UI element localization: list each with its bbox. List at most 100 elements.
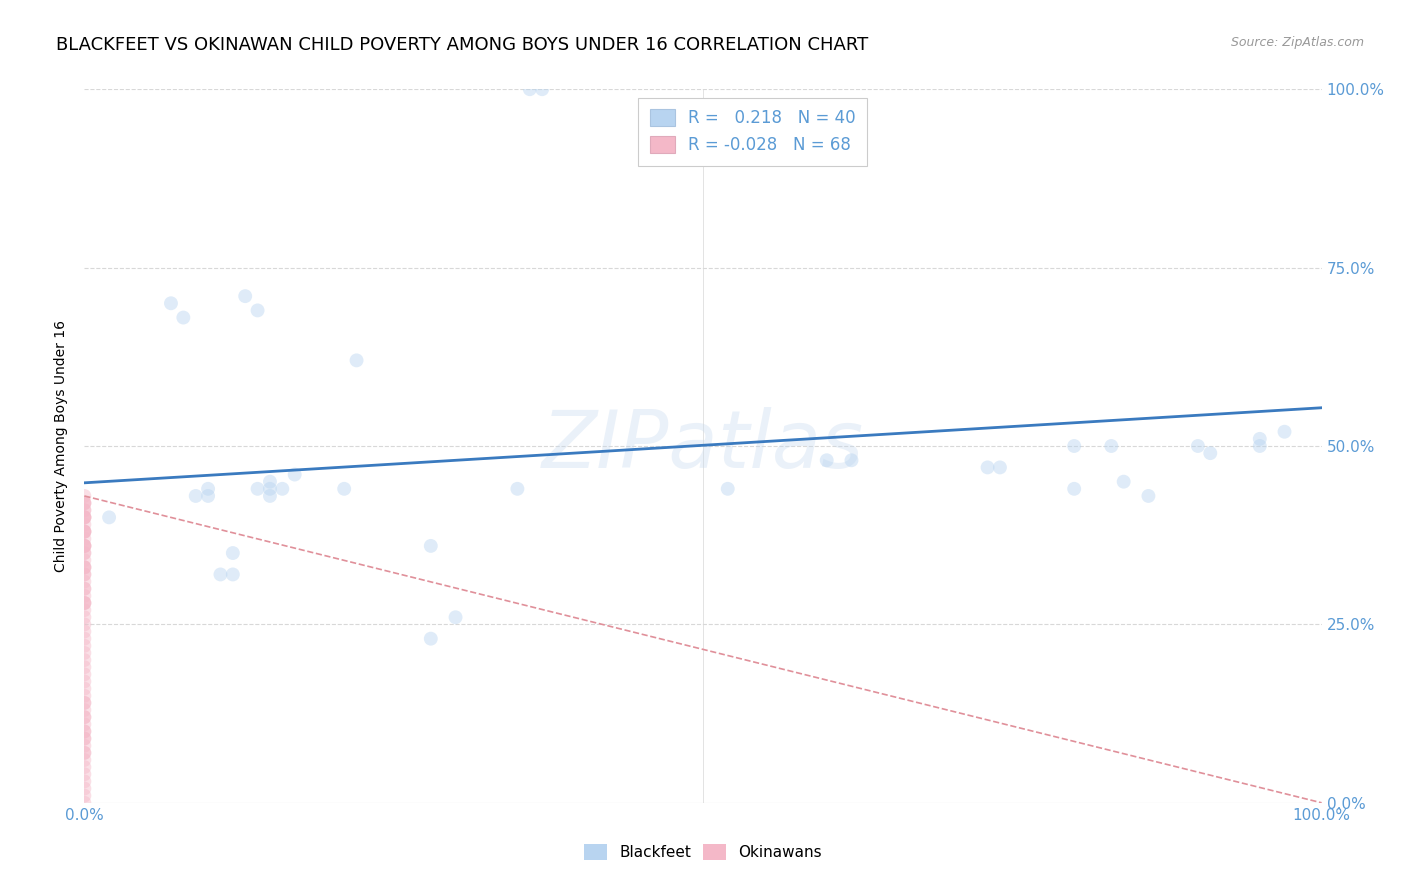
- Point: [73, 503, 96, 517]
- Point: [209, 567, 232, 582]
- Point: [333, 482, 356, 496]
- Point: [172, 310, 194, 325]
- Point: [197, 482, 219, 496]
- Point: [73, 560, 96, 574]
- Point: [259, 482, 281, 496]
- Point: [73, 489, 96, 503]
- Point: [73, 703, 96, 717]
- Point: [1112, 475, 1135, 489]
- Point: [73, 560, 96, 574]
- Point: [233, 289, 256, 303]
- Point: [73, 760, 96, 774]
- Point: [1249, 439, 1271, 453]
- Point: [73, 574, 96, 589]
- Point: [73, 567, 96, 582]
- Point: [73, 746, 96, 760]
- Point: [271, 482, 294, 496]
- Y-axis label: Child Poverty Among Boys Under 16: Child Poverty Among Boys Under 16: [55, 320, 69, 572]
- Point: [444, 610, 467, 624]
- Point: [73, 589, 96, 603]
- Point: [73, 510, 96, 524]
- Point: [73, 796, 96, 810]
- Point: [73, 524, 96, 539]
- Point: [988, 460, 1011, 475]
- Point: [73, 696, 96, 710]
- Point: [1063, 439, 1085, 453]
- Point: [284, 467, 307, 482]
- Point: [73, 496, 96, 510]
- Point: [1199, 446, 1222, 460]
- Point: [73, 503, 96, 517]
- Point: [73, 674, 96, 689]
- Point: [73, 596, 96, 610]
- Point: [73, 667, 96, 681]
- Point: [73, 789, 96, 803]
- Point: [73, 546, 96, 560]
- Point: [1063, 482, 1085, 496]
- Point: [259, 489, 281, 503]
- Point: [73, 739, 96, 753]
- Point: [259, 475, 281, 489]
- Point: [246, 303, 269, 318]
- Point: [73, 624, 96, 639]
- Point: [73, 610, 96, 624]
- Point: [73, 596, 96, 610]
- Point: [246, 482, 269, 496]
- Point: [73, 496, 96, 510]
- Point: [73, 546, 96, 560]
- Point: [73, 567, 96, 582]
- Point: [531, 82, 554, 96]
- Point: [841, 453, 863, 467]
- Point: [73, 710, 96, 724]
- Point: [73, 639, 96, 653]
- Text: BLACKFEET VS OKINAWAN CHILD POVERTY AMONG BOYS UNDER 16 CORRELATION CHART: BLACKFEET VS OKINAWAN CHILD POVERTY AMON…: [56, 36, 869, 54]
- Legend: Blackfeet, Okinawans: Blackfeet, Okinawans: [578, 838, 828, 866]
- Point: [419, 632, 441, 646]
- Point: [73, 539, 96, 553]
- Point: [73, 582, 96, 596]
- Point: [1137, 489, 1160, 503]
- Point: [1099, 439, 1122, 453]
- Point: [73, 510, 96, 524]
- Point: [73, 596, 96, 610]
- Point: [73, 539, 96, 553]
- Point: [73, 524, 96, 539]
- Point: [73, 653, 96, 667]
- Text: ZIPatlas: ZIPatlas: [541, 407, 865, 485]
- Point: [73, 717, 96, 731]
- Point: [73, 560, 96, 574]
- Point: [197, 489, 219, 503]
- Point: [815, 453, 838, 467]
- Point: [73, 539, 96, 553]
- Point: [519, 82, 541, 96]
- Point: [73, 510, 96, 524]
- Text: Source: ZipAtlas.com: Source: ZipAtlas.com: [1230, 36, 1364, 49]
- Point: [976, 460, 998, 475]
- Point: [506, 482, 529, 496]
- Point: [419, 539, 441, 553]
- Point: [73, 746, 96, 760]
- Point: [73, 617, 96, 632]
- Point: [73, 724, 96, 739]
- Point: [73, 517, 96, 532]
- Point: [73, 524, 96, 539]
- Point: [1274, 425, 1296, 439]
- Point: [73, 681, 96, 696]
- Point: [73, 724, 96, 739]
- Point: [98, 510, 121, 524]
- Point: [73, 510, 96, 524]
- Point: [73, 532, 96, 546]
- Point: [73, 553, 96, 567]
- Point: [160, 296, 183, 310]
- Point: [73, 774, 96, 789]
- Point: [184, 489, 207, 503]
- Point: [73, 696, 96, 710]
- Point: [73, 539, 96, 553]
- Point: [1249, 432, 1271, 446]
- Point: [222, 567, 245, 582]
- Point: [73, 781, 96, 796]
- Point: [73, 582, 96, 596]
- Point: [73, 689, 96, 703]
- Point: [73, 646, 96, 660]
- Point: [73, 524, 96, 539]
